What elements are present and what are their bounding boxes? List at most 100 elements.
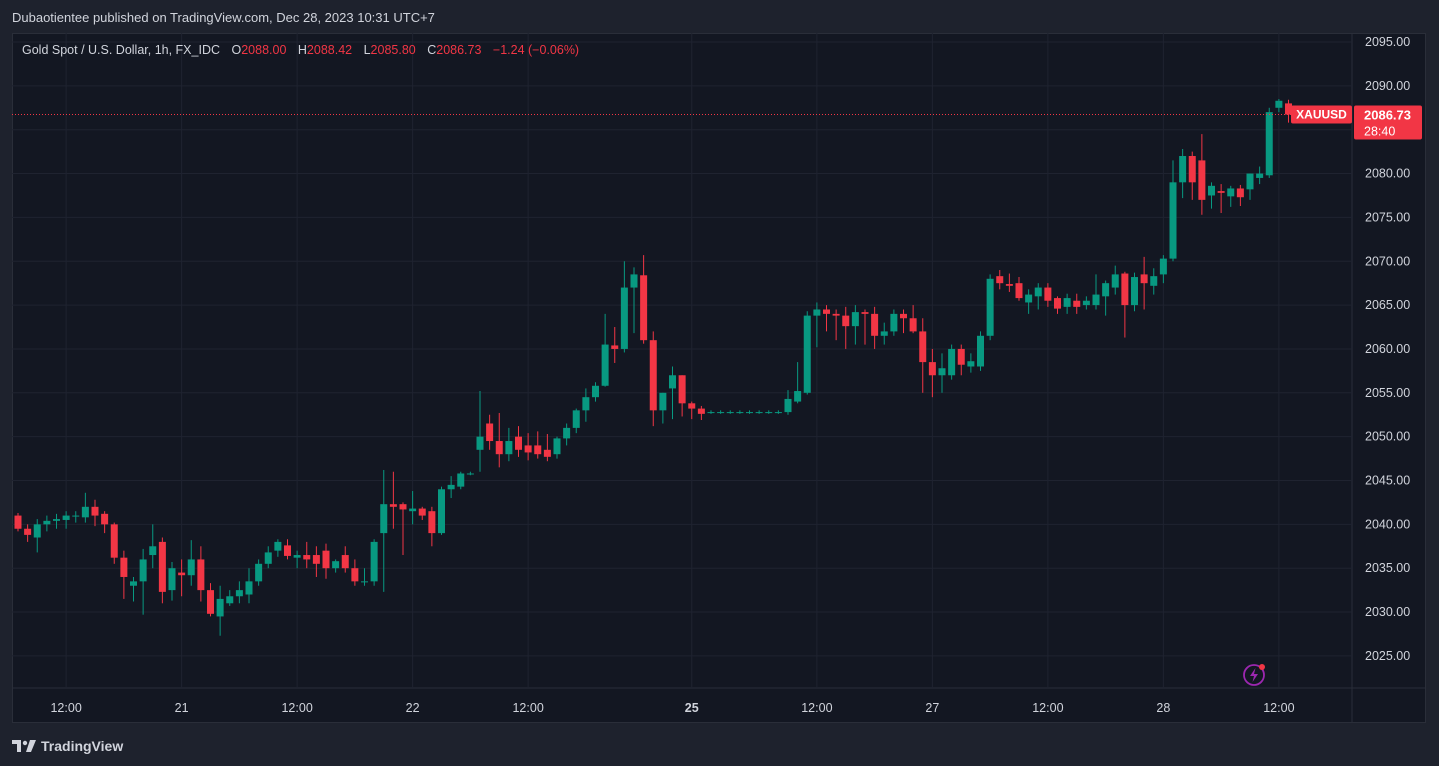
candle (216, 585, 224, 636)
y-tick-label: 2060.00 (1365, 342, 1410, 356)
candle-body (746, 412, 753, 414)
grid-lines (12, 33, 1426, 723)
y-tick-label: 2045.00 (1365, 474, 1410, 488)
candle-body (1063, 298, 1071, 307)
candle-body (101, 513, 109, 525)
candle-body (813, 309, 821, 316)
brand-name[interactable]: TradingView (41, 738, 124, 754)
candle (409, 491, 417, 525)
y-tick-label: 2065.00 (1365, 298, 1410, 312)
candle (361, 568, 368, 586)
candle (1073, 293, 1081, 314)
candle-body (351, 568, 359, 582)
candle (1217, 184, 1225, 214)
candle (447, 476, 455, 499)
candlestick-chart[interactable]: 2095.002090.002085.002080.002075.002070.… (12, 33, 1426, 723)
candle-body (1005, 284, 1013, 286)
candle (669, 366, 676, 420)
candle (457, 471, 465, 490)
time-axis: 12:00 21 12:00 22 12:00 25 12:00 27 12:00 28 12:00 (50, 701, 1294, 715)
candle-body (900, 313, 907, 319)
candle-body (139, 559, 147, 582)
candle (948, 344, 956, 380)
candle (842, 306, 850, 349)
candle-body (1121, 273, 1129, 306)
candle (399, 502, 407, 556)
candle (572, 408, 580, 434)
candle-body (1054, 298, 1061, 309)
last-price-tag: XAUUSD 2086.73 28:40 (1291, 105, 1422, 140)
candle (81, 492, 89, 523)
candle-body (322, 550, 330, 569)
candle (601, 313, 609, 387)
candle (53, 513, 60, 529)
chart-frame[interactable] (12, 33, 1426, 723)
candle (717, 410, 725, 414)
x-tick-label: 12:00 (512, 701, 543, 715)
candle-body (293, 555, 301, 558)
candle-body (399, 504, 407, 510)
candle-body (505, 441, 513, 455)
candle (255, 559, 263, 586)
candle (1102, 280, 1110, 316)
lightning-icon[interactable] (1241, 662, 1267, 688)
candle (110, 522, 118, 564)
candle (1159, 255, 1167, 284)
candle (794, 362, 802, 404)
candle-body (784, 398, 792, 413)
x-tick-label: 28 (1156, 701, 1170, 715)
y-tick-label: 2075.00 (1365, 210, 1410, 224)
candle (986, 274, 994, 341)
candle-body (1111, 274, 1119, 288)
candle (486, 414, 494, 450)
candle-body (823, 309, 830, 314)
candle (784, 390, 792, 415)
candle-body (582, 397, 590, 411)
open-value: 2088.00 (241, 43, 287, 57)
candle-body (707, 412, 715, 414)
candle (284, 539, 291, 560)
candles (14, 99, 1292, 636)
candle (1131, 272, 1138, 312)
x-tick-label: 12:00 (801, 701, 832, 715)
candle-body (861, 312, 869, 314)
candle (72, 511, 80, 523)
candle-body (1025, 294, 1033, 303)
candle (977, 331, 984, 371)
candle-body (688, 403, 696, 409)
candle (726, 410, 734, 414)
candle-body (91, 506, 99, 516)
candle-body (43, 520, 51, 525)
candle-body (620, 287, 628, 349)
candle-body (832, 313, 840, 316)
candle-body (24, 528, 32, 535)
x-tick-label: 22 (406, 701, 420, 715)
candle (909, 305, 917, 334)
tradingview-logo-icon[interactable] (12, 739, 36, 753)
candle-body (81, 506, 89, 518)
candle (1256, 166, 1264, 185)
candle-body (669, 375, 676, 389)
candle (187, 540, 195, 586)
candle (1265, 107, 1273, 178)
candle-body (1169, 182, 1177, 259)
candle (312, 546, 320, 577)
candle (534, 431, 542, 459)
candle (851, 305, 859, 345)
candle (245, 568, 253, 604)
candle-body (312, 555, 320, 564)
candle (1198, 134, 1206, 215)
candle-body (1198, 160, 1206, 200)
candle (832, 309, 840, 341)
candle (1285, 99, 1292, 123)
candle (890, 309, 898, 336)
candle-body (370, 541, 378, 582)
change-value: −1.24 (−0.06%) (492, 43, 580, 57)
candle (24, 524, 32, 542)
candle (649, 331, 657, 427)
candle-body (207, 590, 214, 614)
candle-body (245, 581, 253, 595)
candle (823, 305, 830, 332)
x-tick-label: 27 (925, 701, 939, 715)
candle-body (1275, 100, 1283, 108)
